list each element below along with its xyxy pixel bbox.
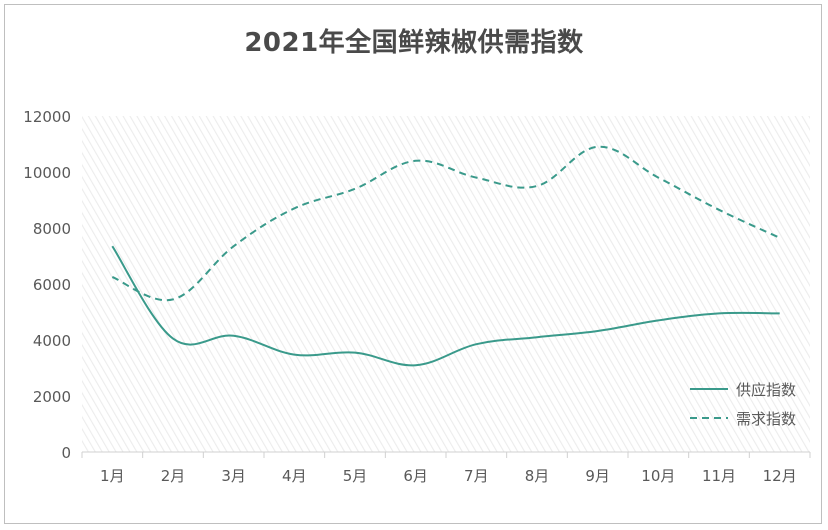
- x-tick-label: 11月: [702, 467, 736, 485]
- x-tick-label: 8月: [525, 467, 550, 485]
- x-tick-label: 3月: [221, 467, 246, 485]
- x-tick-label: 1月: [100, 467, 125, 485]
- x-tick-label: 9月: [585, 467, 610, 485]
- series-line-1: [111, 245, 780, 367]
- x-tick-label: 10月: [641, 467, 675, 485]
- chart-title: 2021年全国鲜辣椒供需指数: [244, 28, 584, 58]
- axes: 1月 2月 3月 4月 5月 6月 7月 8月 9月 10月 11月 12月 0 2000 4000 6000…: [23, 108, 811, 485]
- legend-label-1: 供应指数: [736, 381, 796, 399]
- x-tick-label: 7月: [464, 467, 489, 485]
- x-tick-label: 2月: [161, 467, 186, 485]
- y-tick-label: 2000: [33, 388, 71, 406]
- y-tick-label: 4000: [33, 332, 71, 350]
- y-tick-label: 12000: [23, 108, 71, 126]
- y-tick-label: 10000: [23, 164, 71, 182]
- x-tick-label: 6月: [403, 467, 428, 485]
- series-line-2: [111, 145, 781, 302]
- y-tick-label: 0: [61, 444, 71, 462]
- plot-area: [82, 116, 810, 452]
- x-tick-label: 5月: [343, 467, 368, 485]
- x-tick-label: 4月: [282, 467, 307, 485]
- y-tick-label: 6000: [33, 276, 71, 294]
- legend-label-2: 需求指数: [736, 410, 796, 428]
- series-lines: [111, 145, 781, 367]
- x-tick-label: 12月: [763, 467, 797, 485]
- y-tick-label: 8000: [33, 220, 71, 238]
